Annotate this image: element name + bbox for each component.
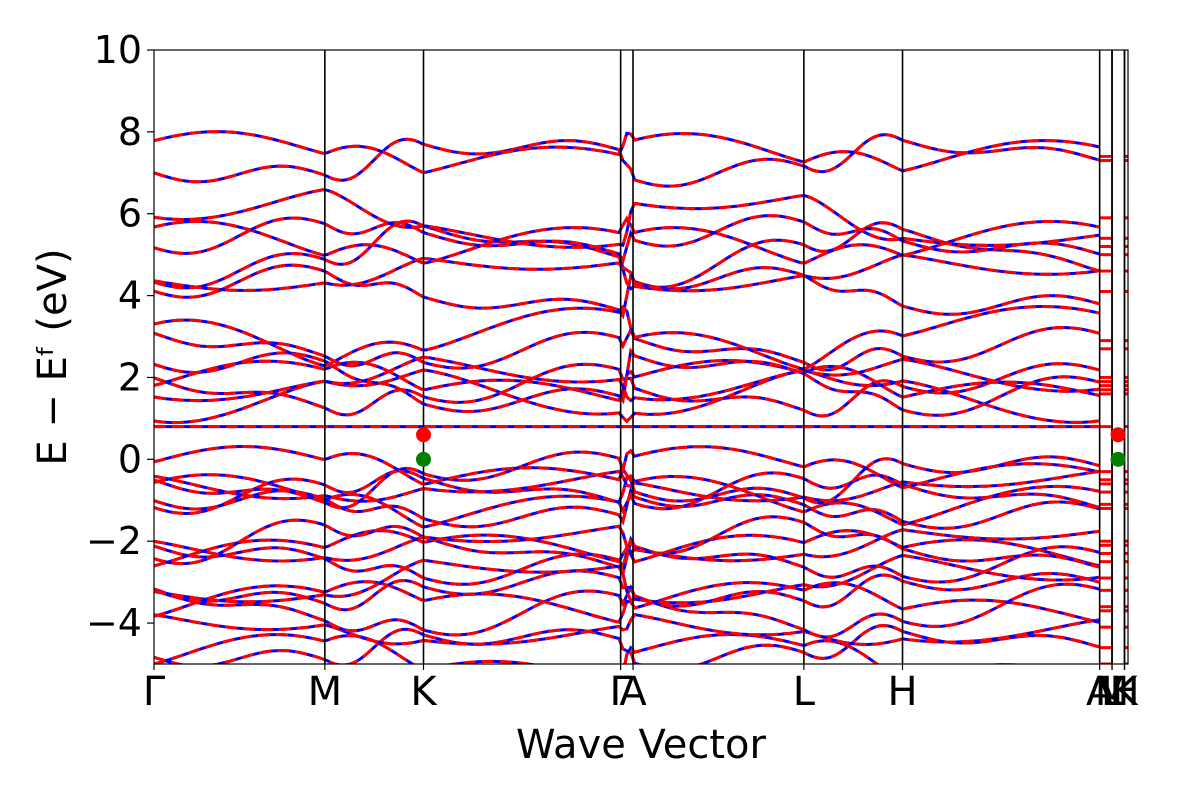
high-symmetry-lines — [324, 50, 1126, 664]
x-tick-label: M — [1095, 669, 1130, 715]
band-line-blue — [154, 133, 1101, 188]
y-axis-label: E − Eᶠ (eV) — [30, 248, 76, 465]
band-line-blue — [154, 582, 1101, 639]
vbm-marker — [1110, 451, 1126, 467]
band-line-red — [154, 188, 1100, 249]
plot-frame — [153, 49, 1129, 665]
y-tick-label: −2 — [86, 519, 142, 563]
band-line-blue — [154, 612, 1100, 647]
band-line-red — [154, 133, 1101, 188]
band-line-blue — [154, 623, 1101, 664]
band-line-red — [154, 515, 1101, 578]
x-axis-label: Wave Vector — [516, 722, 767, 768]
y-tick-label: 10 — [94, 28, 142, 72]
vbm-marker — [416, 451, 432, 467]
band-line-red — [154, 130, 1101, 174]
x-tick-label: L — [793, 669, 816, 715]
band-line-red — [154, 473, 1100, 529]
x-tick-label: Γ — [609, 669, 632, 715]
y-tick-label: 0 — [118, 437, 142, 481]
band-line-red — [154, 524, 1100, 563]
x-tick-label: L — [1101, 669, 1124, 715]
band-line-red — [154, 633, 1025, 664]
band-line-red — [154, 580, 1101, 624]
x-tick-label: Γ — [143, 669, 166, 715]
band-line-red — [154, 450, 1101, 510]
y-tick-label: 2 — [118, 355, 142, 399]
y-tick-label: 6 — [118, 192, 142, 236]
band-line-red — [154, 355, 1100, 403]
x-tick-label: K — [1111, 669, 1139, 715]
band-line-red — [154, 304, 1101, 371]
x-tick-label: K — [410, 669, 438, 715]
x-tick-label: M — [308, 669, 343, 715]
y-tick-label: −4 — [86, 601, 142, 645]
x-tick-label: A — [619, 669, 647, 715]
band-line-red — [154, 253, 1100, 293]
band-lines — [154, 130, 1128, 664]
band-line-red — [154, 623, 1101, 664]
band-edge-markers — [416, 427, 1126, 467]
band-line-red — [154, 263, 1101, 320]
y-tick-label: 8 — [118, 110, 142, 154]
band-line-red — [154, 445, 1101, 490]
band-line-red — [154, 553, 1100, 605]
band-line-red — [154, 347, 1101, 417]
band-line-red — [154, 325, 1101, 372]
x-tick-label: H — [887, 669, 917, 715]
x-tick-label: H — [1109, 669, 1139, 715]
y-axis: −4 −2 0 2 4 6 8 10 — [86, 28, 154, 645]
band-line-red — [154, 569, 1101, 612]
cbm-marker — [416, 427, 432, 443]
band-line-red — [154, 469, 1101, 516]
cbm-marker — [1110, 427, 1126, 443]
y-tick-label: 4 — [118, 274, 142, 318]
x-tick-label: A — [1086, 669, 1114, 715]
band-line-red — [154, 214, 1101, 265]
band-line-red — [154, 469, 1100, 503]
